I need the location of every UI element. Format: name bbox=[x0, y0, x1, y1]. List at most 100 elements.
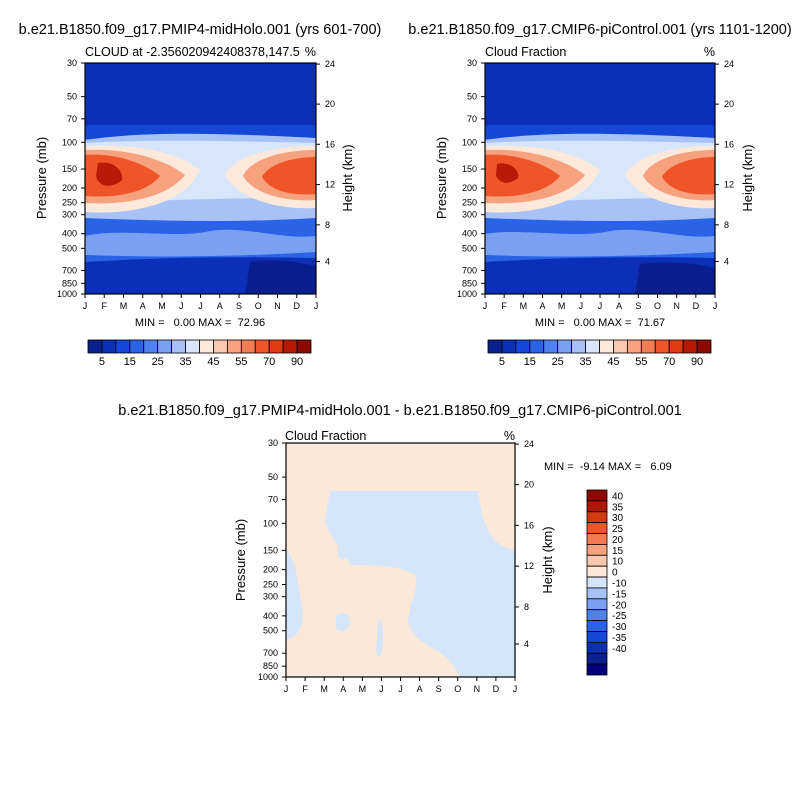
panel-3-y-tick-label: 300 bbox=[263, 592, 278, 602]
panel-2: b.e21.B1850.f09_g17.CMIP6-piControl.001 … bbox=[408, 22, 791, 368]
panel-3-y-right-tick-label: 16 bbox=[524, 520, 534, 530]
panel-3-y-tick-label: 200 bbox=[263, 565, 278, 575]
panel-2-x-tick-label: J bbox=[579, 301, 584, 311]
panel-1-x-tick-label: J bbox=[198, 301, 203, 311]
panel-1-colorbar-swatch bbox=[115, 339, 131, 354]
panel-2-title: b.e21.B1850.f09_g17.CMIP6-piControl.001 … bbox=[408, 22, 791, 38]
panel-1-x-tick-label: S bbox=[236, 301, 242, 311]
panel-2-x-tick-label: S bbox=[635, 301, 641, 311]
panel-2-y-tick-label: 300 bbox=[462, 210, 477, 220]
panel-1-subtitle-left: CLOUD at -2.356020942408378,147.5 bbox=[85, 45, 300, 59]
panel-3-x-tick-label: J bbox=[398, 684, 403, 694]
panel-1-stats: MIN = 0.00 MAX = 72.96 bbox=[135, 317, 265, 329]
panel-1-colorbar-label: 25 bbox=[152, 356, 164, 368]
panel-1-colorbar-label: 45 bbox=[207, 356, 219, 368]
panel-3-colorbar-swatch bbox=[586, 489, 608, 502]
panel-1-colorbar-swatch bbox=[268, 339, 284, 354]
panel-1-y-right-tick-label: 8 bbox=[325, 220, 330, 230]
panel-3-y-tick-label: 150 bbox=[263, 545, 278, 555]
panel-2-y-right-tick-label: 24 bbox=[724, 59, 734, 69]
panel-1-colorbar-label: 35 bbox=[179, 356, 191, 368]
panel-1-y-tick-label: 300 bbox=[62, 210, 77, 220]
panel-3-field-negative-main bbox=[325, 491, 515, 677]
panel-2-y-tick-label: 850 bbox=[462, 278, 477, 288]
panel-2-colorbar-swatch bbox=[571, 339, 586, 354]
panel-2-colorbar-label: 35 bbox=[579, 356, 591, 368]
panel-3-x-tick-label: M bbox=[320, 684, 328, 694]
panel-3-colorbar-label: 20 bbox=[612, 535, 624, 546]
panel-3-y-right-tick-label: 8 bbox=[524, 602, 529, 612]
panel-2-x-tick-label: A bbox=[539, 301, 545, 311]
panel-3-y-tick-label: 400 bbox=[263, 611, 278, 621]
panel-3-field-negative-spot-1 bbox=[336, 613, 350, 632]
panel-3-y-right-tick-label: 12 bbox=[524, 561, 534, 571]
panel-2-colorbar-label: 45 bbox=[607, 356, 619, 368]
panel-3-x-tick-label: D bbox=[493, 684, 500, 694]
panel-3-colorbar-label: -35 bbox=[612, 633, 627, 644]
panel-1-colorbar-swatch bbox=[282, 339, 298, 354]
panel-2-y-tick-label: 30 bbox=[467, 58, 477, 68]
panel-3-colorbar-swatch bbox=[586, 609, 608, 621]
panel-2-y-right-tick-label: 16 bbox=[724, 139, 734, 149]
panel-1-y-tick-label: 150 bbox=[62, 164, 77, 174]
panel-1-y-right-tick-label: 12 bbox=[325, 180, 335, 190]
panel-3-colorbar-label: -25 bbox=[612, 611, 627, 622]
panel-2-x-tick-label: D bbox=[693, 301, 700, 311]
panel-2-colorbar: 5 15 25 35 45 55 70 90 bbox=[487, 339, 712, 368]
panel-3-colorbar-swatch bbox=[586, 652, 608, 665]
panel-3-x-tick-label: O bbox=[454, 684, 461, 694]
panel-3-colorbar-swatch bbox=[586, 598, 608, 611]
panel-2-y-tick-label: 200 bbox=[462, 183, 477, 193]
panel-3-field-negative-spot-3 bbox=[338, 542, 349, 560]
panel-1-colorbar-swatch bbox=[185, 339, 200, 354]
panel-1-y-tick-label: 850 bbox=[62, 278, 77, 288]
panel-3-colorbar-swatch bbox=[586, 533, 608, 545]
panel-3-y-tick-label: 250 bbox=[263, 579, 278, 589]
panel-2-colorbar-swatch bbox=[626, 339, 642, 354]
panel-3-colorbar-label: -20 bbox=[612, 600, 627, 611]
panel-1-colorbar-swatch bbox=[254, 339, 270, 354]
panel-3-y-right-tick-label: 4 bbox=[524, 639, 529, 649]
panel-2-field-core-right bbox=[662, 157, 715, 195]
panel-1-x-tick-label: N bbox=[274, 301, 281, 311]
panel-2-colorbar-swatch bbox=[557, 339, 573, 354]
panel-2-stats: MIN = 0.00 MAX = 71.67 bbox=[535, 317, 665, 329]
panel-1-x-tick-label: O bbox=[255, 301, 262, 311]
panel-2-colorbar-swatch bbox=[654, 339, 670, 354]
panel-1-x-tick-label: M bbox=[158, 301, 166, 311]
panel-2-colorbar-label: 5 bbox=[499, 356, 505, 368]
panel-2-y-tick-label: 100 bbox=[462, 137, 477, 147]
panel-2-plot-area bbox=[485, 63, 715, 294]
panel-2-colorbar-label: 70 bbox=[663, 356, 675, 368]
panel-1-y-tick-label: 400 bbox=[62, 229, 77, 239]
panel-2-subtitle-right: % bbox=[704, 45, 715, 59]
panel-3-y-tick-label: 850 bbox=[263, 661, 278, 671]
panel-3-y-ticks-right: 24 20 16 12 8 4 bbox=[515, 439, 534, 649]
panel-1-x-tick-label: D bbox=[294, 301, 301, 311]
panel-3-colorbar-label: 40 bbox=[612, 491, 624, 502]
panel-1-plot-area bbox=[85, 63, 316, 294]
panel-2-colorbar-swatch bbox=[640, 339, 656, 354]
panel-2-colorbar-label: 25 bbox=[552, 356, 564, 368]
panel-2-field-low-darkest bbox=[635, 262, 715, 294]
panel-3-colorbar-swatch bbox=[586, 565, 608, 578]
panel-3: b.e21.B1850.f09_g17.PMIP4-midHolo.001 - … bbox=[118, 403, 681, 694]
panel-1-colorbar-swatch bbox=[240, 339, 256, 354]
panel-1-x-tick-label: J bbox=[179, 301, 184, 311]
panel-3-x-tick-label: M bbox=[359, 684, 367, 694]
panel-2-y-tick-label: 150 bbox=[462, 164, 477, 174]
panel-1-y-right-tick-label: 20 bbox=[325, 99, 335, 109]
panel-3-y-right-tick-label: 20 bbox=[524, 480, 534, 490]
panel-2-field-upper bbox=[485, 63, 715, 131]
panel-2-ylabel-right: Height (km) bbox=[740, 144, 755, 211]
panel-1-colorbar-swatch bbox=[213, 339, 228, 354]
panel-2-colorbar-swatch bbox=[543, 339, 559, 354]
panel-1-colorbar-swatch bbox=[226, 339, 242, 354]
panel-3-colorbar-label: -10 bbox=[612, 579, 627, 590]
panel-3-y-right-tick-label: 24 bbox=[524, 439, 534, 449]
panel-1-colorbar-swatch bbox=[199, 339, 214, 354]
